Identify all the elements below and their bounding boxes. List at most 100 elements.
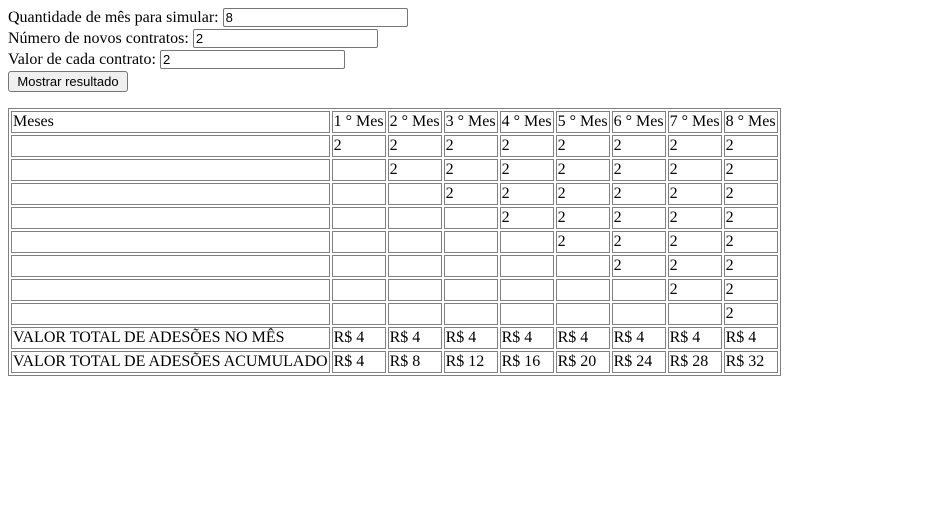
contracts-label: Número de novos contratos: [8,30,189,47]
monthly-total-cell: R$ 4 [499,327,554,349]
value-row: Valor de cada contrato: [8,49,408,70]
table-cell [387,183,442,205]
table-cell: 2 [555,183,610,205]
table-cell: 2 [723,231,778,253]
row-label-cell [11,255,330,277]
table-cell [611,303,666,325]
table-cell: 2 [555,135,610,157]
table-cell [555,303,610,325]
table-cell [499,231,554,253]
table-cell: 2 [387,135,442,157]
value-label: Valor de cada contrato: [8,51,156,68]
monthly-total-cell: R$ 4 [667,327,722,349]
table-cell: 2 [667,159,722,181]
table-cell [387,231,442,253]
month-header: 5 ° Mes [555,111,610,133]
table-cell: 2 [667,231,722,253]
monthly-total-cell: R$ 4 [555,327,610,349]
table-cell: 2 [611,231,666,253]
table-cell [331,303,386,325]
table-cell: 2 [611,135,666,157]
cumulative-total-cell: R$ 32 [723,351,778,373]
table-cell: 2 [611,207,666,229]
table-cell [331,207,386,229]
monthly-total-cell: R$ 4 [611,327,666,349]
header-label: Meses [11,111,330,133]
table-cell: 2 [555,159,610,181]
cumulative-total-row: VALOR TOTAL DE ADESÕES ACUMULADO R$ 4 R$ 8… [11,351,778,373]
cumulative-total-label: VALOR TOTAL DE ADESÕES ACUMULADO [11,351,330,373]
table-cell [499,279,554,301]
cumulative-total-cell: R$ 4 [331,351,386,373]
table-cell [331,183,386,205]
table-cell [555,255,610,277]
table-cell: 2 [723,279,778,301]
table-cell [499,255,554,277]
table-cell [667,303,722,325]
table-cell: 2 [723,255,778,277]
table-cell: 2 [499,135,554,157]
table-cell: 2 [499,159,554,181]
monthly-total-label: VALOR TOTAL DE ADESÕES NO MÊS [11,327,330,349]
contracts-input[interactable] [192,29,378,48]
months-input[interactable] [222,8,408,27]
table-row: 2 [11,303,778,325]
table-cell [611,279,666,301]
table-cell [443,279,498,301]
table-cell: 2 [723,159,778,181]
header-row: Meses 1 ° Mes 2 ° Mes 3 ° Mes 4 ° Mes 5 ° Mes… [11,111,778,133]
cumulative-total-cell: R$ 24 [611,351,666,373]
table-cell: 2 [611,159,666,181]
months-label: Quantidade de mês para simular: [8,9,219,26]
row-label-cell [11,159,330,181]
table-cell: 2 [443,159,498,181]
table-cell: 2 [667,255,722,277]
row-label-cell [11,135,330,157]
month-header: 1 ° Mes [331,111,386,133]
cumulative-total-cell: R$ 28 [667,351,722,373]
table-cell [387,207,442,229]
row-label-cell [11,207,330,229]
table-cell: 2 [443,183,498,205]
monthly-total-cell: R$ 4 [723,327,778,349]
monthly-total-row: VALOR TOTAL DE ADESÕES NO MÊS R$ 4 R$ 4 R$ … [11,327,778,349]
table-cell: 2 [555,207,610,229]
table-cell: 2 [723,183,778,205]
table-cell: 2 [611,183,666,205]
cumulative-total-cell: R$ 16 [499,351,554,373]
table-cell: 2 [723,207,778,229]
table-cell: 2 [667,135,722,157]
row-label-cell [11,279,330,301]
cumulative-total-cell: R$ 12 [443,351,498,373]
monthly-total-cell: R$ 4 [331,327,386,349]
table-cell: 2 [667,183,722,205]
show-result-button[interactable]: Mostrar resultado [8,71,128,92]
table-cell: 2 [555,231,610,253]
table-cell [443,255,498,277]
results-table: Meses 1 ° Mes 2 ° Mes 3 ° Mes 4 ° Mes 5 ° Mes… [8,108,781,376]
row-label-cell [11,183,330,205]
table-cell: 2 [499,183,554,205]
table-cell [443,303,498,325]
table-cell [555,279,610,301]
table-cell: 2 [667,279,722,301]
table-cell: 2 [443,135,498,157]
month-header: 3 ° Mes [443,111,498,133]
table-cell [499,303,554,325]
table-cell [443,231,498,253]
months-row: Quantidade de mês para simular: [8,7,408,28]
table-cell [387,255,442,277]
month-header: 8 ° Mes [723,111,778,133]
cumulative-total-cell: R$ 20 [555,351,610,373]
table-cell: 2 [611,255,666,277]
table-cell [387,279,442,301]
contract-value-input[interactable] [159,50,345,69]
row-label-cell [11,303,330,325]
table-cell [331,255,386,277]
